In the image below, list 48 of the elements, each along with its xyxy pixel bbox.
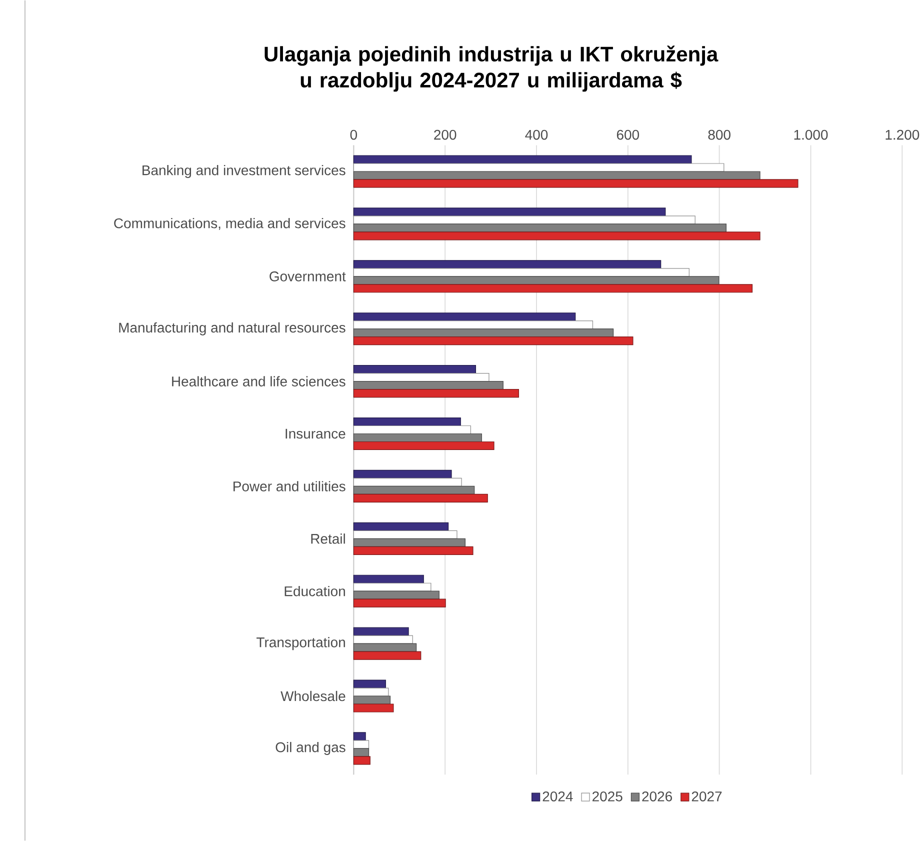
y-tick-label: Wholesale xyxy=(280,690,346,702)
bar xyxy=(353,546,474,555)
bar xyxy=(353,179,798,188)
bar xyxy=(353,260,662,269)
bar xyxy=(353,388,519,398)
x-tick-label: 1.200 xyxy=(886,130,920,140)
legend-label: 2024 xyxy=(542,791,573,802)
bar xyxy=(353,365,476,374)
bar xyxy=(353,732,366,741)
y-tick-label: Healthcare and life sciences xyxy=(172,376,346,386)
x-tick-label: 800 xyxy=(708,130,730,140)
bar xyxy=(353,494,488,502)
x-tick-label: 1.000 xyxy=(794,130,828,140)
bar xyxy=(353,651,422,660)
y-tick-label: Banking and investment services xyxy=(142,164,346,178)
y-tick-label: Oil and gas xyxy=(276,742,346,755)
bar xyxy=(353,627,409,636)
bar xyxy=(353,680,386,688)
x-tick-label: 600 xyxy=(616,130,640,140)
bar xyxy=(353,208,666,216)
bar xyxy=(353,155,692,164)
y-tick-label: Manufacturing and natural resources xyxy=(119,322,346,336)
bar xyxy=(353,756,370,765)
bar xyxy=(353,522,449,531)
legend-label: 2025 xyxy=(592,791,622,802)
bar xyxy=(353,232,760,240)
bar xyxy=(353,470,452,479)
y-tick-label: Power and utilities xyxy=(234,481,346,492)
y-tick-label: Transportation xyxy=(256,637,345,650)
x-tick-label: 0 xyxy=(350,130,358,140)
y-tick-label: Government xyxy=(270,271,346,282)
legend-label: 2026 xyxy=(642,791,672,802)
bar xyxy=(353,704,394,712)
bar xyxy=(353,441,494,450)
bar xyxy=(353,598,446,608)
y-tick-label: Communications, media and services xyxy=(114,218,346,230)
legend-label: 2027 xyxy=(692,791,722,802)
bar xyxy=(353,574,424,584)
bar xyxy=(353,417,461,426)
y-tick-label: Education xyxy=(284,586,345,596)
bar xyxy=(353,284,753,293)
bar xyxy=(353,312,576,322)
y-tick-label: Retail xyxy=(311,534,345,544)
x-tick-label: 200 xyxy=(434,130,456,140)
bar xyxy=(353,336,634,346)
chart-title: Ulaganja pojedinih industrija u IKT okruženja u razdoblju 2024-2027 u milijardama $ xyxy=(264,46,718,92)
x-tick-label: 400 xyxy=(525,130,548,140)
y-tick-label: Insurance xyxy=(286,428,346,439)
